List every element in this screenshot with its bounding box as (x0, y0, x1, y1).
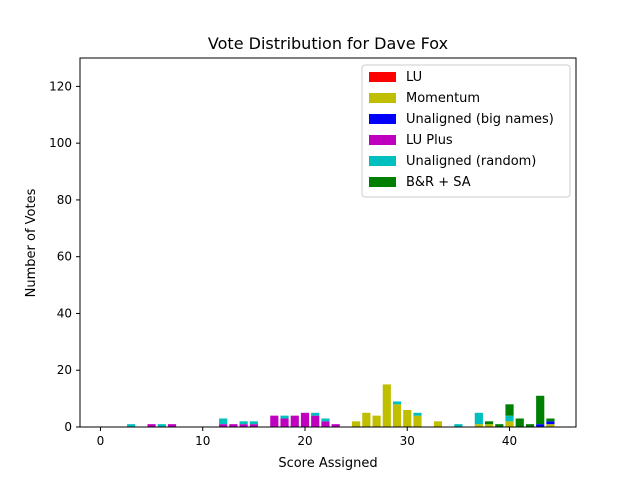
legend: LU Momentum Unaligned (big names) LU Plus Un… (361, 64, 571, 198)
y-tick-label-20: 20 (57, 363, 72, 377)
y-axis-label: Number of Votes (24, 188, 39, 297)
bar-series-4-x-6 (157, 424, 166, 427)
bar-series-4-x-12 (219, 418, 228, 425)
legend-box (361, 64, 571, 198)
bar-series-2-x-43 (536, 424, 545, 427)
x-axis-label: Score Assigned (278, 456, 377, 471)
bar-series-3-x-13 (229, 424, 238, 427)
bar-series-4-x-31 (413, 412, 422, 416)
y-tick-label-60: 60 (57, 250, 72, 264)
legend-label-2: Unaligned (big names) (406, 112, 554, 127)
legend-swatch-3 (369, 135, 396, 145)
x-tick-label-30: 30 (400, 434, 415, 448)
legend-swatch-4 (369, 156, 396, 166)
bar-series-1-x-30 (403, 409, 412, 427)
bar-series-5-x-39 (495, 424, 504, 427)
legend-swatch-0 (369, 72, 396, 82)
bar-series-5-x-41 (515, 418, 524, 427)
bar-series-3-x-17 (270, 415, 279, 427)
y-tick-label-100: 100 (49, 136, 72, 150)
bar-series-1-x-44 (546, 424, 555, 427)
bar-series-1-x-29 (392, 404, 402, 427)
legend-label-4: Unaligned (random) (406, 154, 536, 169)
legend-label-0: LU (406, 70, 422, 85)
bar-series-1-x-27 (372, 415, 381, 427)
bar-series-1-x-40 (505, 421, 514, 427)
y-tick-label-80: 80 (57, 193, 72, 207)
x-tick-label-20: 20 (297, 434, 312, 448)
bar-series-5-x-40 (505, 404, 514, 416)
chart-title: Vote Distribution for Dave Fox (208, 34, 448, 53)
bar-series-4-x-37 (474, 412, 483, 425)
legend-label-5: B&R + SA (406, 175, 471, 190)
bar-series-4-x-35 (454, 424, 463, 427)
bar-series-5-x-38 (484, 421, 494, 425)
bar-series-5-x-43 (536, 395, 545, 425)
bar-series-4-x-14 (239, 421, 248, 425)
bar-series-3-x-18 (280, 418, 289, 427)
bar-series-3-x-12 (219, 424, 228, 427)
bar-series-3-x-5 (147, 424, 156, 427)
legend-label-1: Momentum (406, 91, 480, 106)
plot-frame (79, 57, 577, 428)
bar-series-3-x-7 (167, 424, 177, 427)
bar-series-1-x-37 (474, 424, 483, 427)
bar-series-4-x-40 (505, 415, 514, 422)
bar-series-4-x-18 (280, 415, 289, 419)
legend-label-3: LU Plus (406, 133, 453, 148)
y-tick-label-120: 120 (49, 79, 72, 93)
x-tick-label-0: 0 (97, 434, 105, 448)
legend-swatch-5 (369, 177, 396, 187)
bar-series-3-x-14 (239, 424, 248, 427)
bar-series-1-x-31 (413, 415, 422, 427)
bar-series-1-x-33 (433, 421, 443, 427)
axes-layer: 0 10 20 30 40 0 20 40 60 80 100 120 (49, 57, 577, 448)
bar-series-4-x-21 (311, 412, 320, 416)
legend-swatch-1 (369, 93, 396, 103)
bar-series-2-x-44 (546, 421, 555, 425)
bar-series-1-x-25 (352, 421, 361, 427)
bar-series-1-x-28 (382, 384, 391, 427)
x-tick-label-10: 10 (195, 434, 210, 448)
bar-series-3-x-19 (290, 415, 299, 427)
bar-series-4-x-29 (392, 401, 402, 405)
bar-series-3-x-22 (321, 421, 330, 427)
bar-series-4-x-15 (249, 421, 258, 425)
bar-series-3-x-23 (331, 424, 340, 427)
bar-series-4-x-22 (321, 418, 330, 422)
bar-series-5-x-42 (525, 424, 535, 427)
y-tick-label-40: 40 (57, 306, 72, 320)
bar-series-3-x-15 (249, 424, 258, 427)
bar-series-4-x-3 (127, 424, 136, 427)
x-tick-label-40: 40 (502, 434, 517, 448)
bar-series-1-x-26 (362, 412, 371, 427)
legend-swatch-2 (369, 114, 396, 124)
bar-series-3-x-21 (311, 415, 320, 427)
bar-series-5-x-44 (546, 418, 555, 422)
bar-series-3-x-20 (300, 412, 310, 427)
bars-layer (127, 384, 555, 427)
bar-series-1-x-38 (484, 424, 494, 427)
y-tick-label-0: 0 (64, 420, 72, 434)
